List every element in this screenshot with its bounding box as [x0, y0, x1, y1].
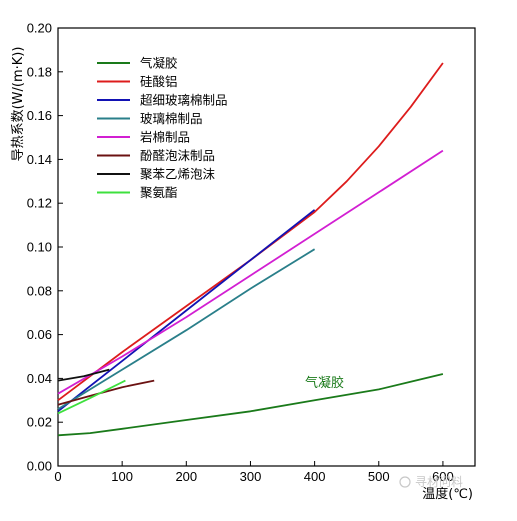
legend-entry: 岩棉制品 — [140, 130, 190, 145]
legend-entry: 气凝胶 — [140, 56, 178, 71]
y-tick-label: 0.14 — [27, 152, 52, 167]
y-tick-label: 0.06 — [27, 327, 52, 342]
y-tick-label: 0.08 — [27, 283, 52, 298]
y-tick-label: 0.04 — [27, 371, 52, 386]
watermark: 寻材问料 — [399, 475, 463, 489]
series-line — [57, 379, 126, 415]
x-tick-label: 300 — [240, 469, 262, 484]
y-tick-label: 0.16 — [27, 108, 52, 123]
legend-entry: 超细玻璃棉制品 — [140, 93, 228, 108]
y-tick-label: 0.12 — [27, 196, 52, 211]
y-tick-label: 0.20 — [27, 21, 52, 36]
watermark-text: 寻材问料 — [415, 475, 463, 489]
x-axis-title: 温度(℃) — [422, 486, 473, 502]
aerogel-annotation: 气凝胶 — [305, 375, 344, 391]
x-tick-label: 100 — [111, 469, 133, 484]
legend-entry: 聚氨酯 — [140, 185, 178, 200]
series-line — [57, 62, 444, 402]
y-tick-label: 0.18 — [27, 64, 52, 79]
series-line — [57, 149, 444, 395]
x-tick-label: 600 — [432, 469, 454, 484]
y-tick-label: 0.10 — [27, 240, 52, 255]
legend-entry: 硅酸铝 — [140, 74, 178, 89]
y-tick-label: 0.02 — [27, 415, 52, 430]
series-layer — [57, 62, 444, 437]
x-tick-label: 200 — [175, 469, 197, 484]
legend-entry: 聚苯乙烯泡沫 — [140, 167, 216, 182]
series-line — [57, 248, 316, 410]
series-line — [57, 373, 444, 437]
axis-ticks: 0 100 200 300 400 500 600 0.00 0.02 0.04 0.06 0.08 0… — [27, 21, 454, 485]
y-tick-label: 0.00 — [27, 459, 52, 474]
y-axis-title: 导热系数(W/(m·K)) — [11, 47, 26, 162]
x-tick-label: 400 — [304, 469, 326, 484]
legend-entry: 酚醛泡沫制品 — [140, 148, 215, 163]
x-tick-label: 0 — [54, 469, 61, 484]
x-tick-label: 500 — [368, 469, 390, 484]
series-line — [57, 209, 316, 413]
legend-entry: 玻璃棉制品 — [140, 111, 203, 126]
series-line — [57, 368, 110, 382]
series-line — [57, 379, 155, 406]
watermark-icon — [399, 476, 411, 488]
